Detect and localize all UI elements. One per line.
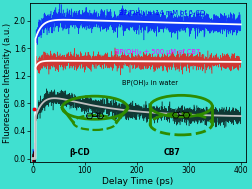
X-axis label: Delay Time (ps): Delay Time (ps) bbox=[102, 177, 174, 186]
Text: BP(OH)₂ + 500 μM of CB7: BP(OH)₂ + 500 μM of CB7 bbox=[115, 49, 200, 55]
Text: BP(OH)₂ in water: BP(OH)₂ in water bbox=[122, 80, 178, 86]
Text: BP(OH)₂ + 14 mM of β-CD: BP(OH)₂ + 14 mM of β-CD bbox=[118, 9, 205, 16]
Y-axis label: Fluorescence Intensity (a.u.): Fluorescence Intensity (a.u.) bbox=[4, 23, 12, 143]
